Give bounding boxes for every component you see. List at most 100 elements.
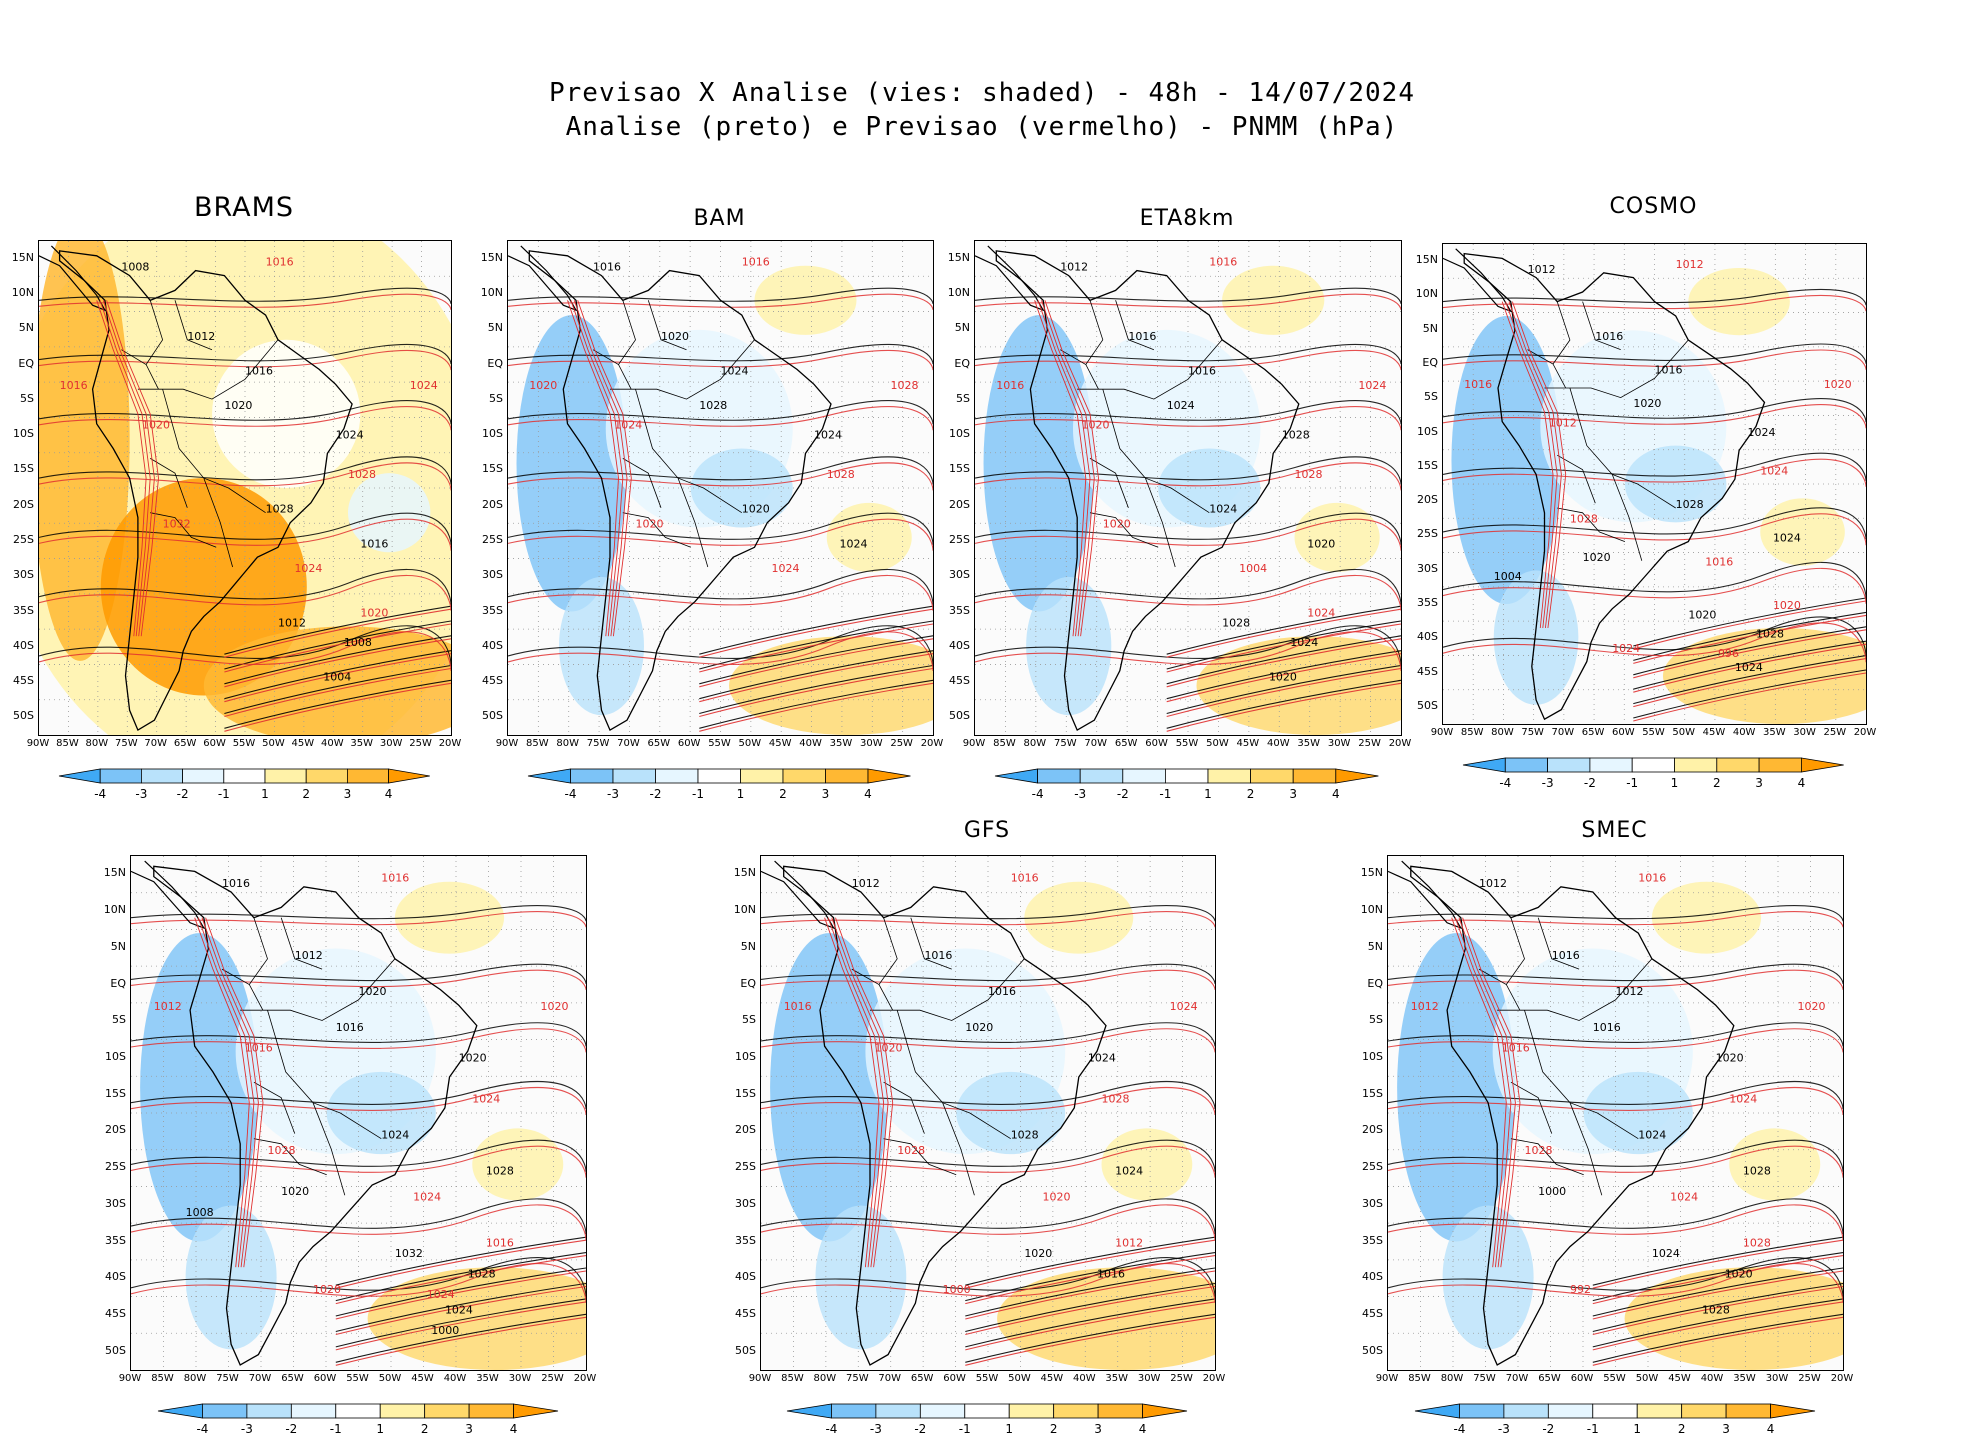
lat-tick-label: 5N [1422,321,1438,335]
forecast-contour-label: 1028 [1743,1237,1771,1250]
colorbar-swatch [1053,1403,1099,1419]
analysis-isobar [1388,1257,1843,1297]
analysis-isobar [335,1252,586,1302]
country-border [1557,454,1596,504]
colorbar-tick-label: 2 [779,787,787,801]
forecast-contour-label: 1012 [154,1000,182,1013]
lon-tick-label: 45W [768,738,792,749]
colorbar-swatch [1008,1403,1055,1419]
lon-tick-label: 50W [1206,738,1229,749]
analysis-isobar [1443,507,1866,540]
analysis-contour-label: 1016 [1128,330,1156,343]
lat-tick-label: 25S [13,532,34,546]
analysis-isobar [508,512,933,545]
lon-tick-label: 85W [151,1373,174,1384]
bias-shading-1 [815,1205,907,1350]
colorbar-swatch [58,768,101,784]
lat-tick-label: 20S [1362,1123,1383,1137]
andes-forecast-contour [1034,300,1087,637]
main-title-line-1: Previsao X Analise (vies: shaded) - 48h … [549,78,1415,108]
forecast-isobar [131,1263,586,1303]
lon-tick-label: 90W [962,738,986,749]
colorbar-swatch [782,768,827,784]
analysis-isobar [335,1298,586,1348]
map-panel-bam: 1016 1020 1024 1028 1024 1020 1024 1016 1020 1024… [507,240,934,736]
forecast-isobar [975,518,1401,551]
forecast-contour-label: 1016 [381,872,409,885]
forecast-isobar [39,631,451,672]
analysis-isobar [1592,1267,1843,1317]
forecast-isobar [224,653,451,703]
analysis-contour-label: 1016 [1593,1021,1621,1034]
analysis-isobar [1443,616,1866,657]
forecast-contour-label: 1016 [742,256,770,269]
colorbar-swatch [387,768,430,784]
colorbar-tick-label: -1 [959,1422,971,1436]
bias-shading-5 [754,265,857,335]
forecast-isobar [965,1301,1215,1351]
forecast-contour-label: 1028 [891,379,919,392]
lon-tick-label: 45W [1668,1373,1691,1384]
lon-tick-label: 45W [1236,738,1260,749]
colorbar-swatch [919,1403,966,1419]
lat-tick-label: 40S [735,1270,756,1284]
forecast-contour-label: 1028 [1525,1144,1553,1157]
bias-shading-1 [185,1205,277,1350]
forecast-isobar [1166,623,1401,673]
lon-tick-label: 30W [1765,1373,1789,1384]
colorbar-swatch [1250,768,1294,784]
analysis-contour-label: 1000 [431,1324,459,1337]
colorbar-swatch [379,1403,425,1419]
lat-tick-label: 25S [482,532,503,546]
lon-tick-label: 40W [443,1373,467,1384]
forecast-isobar [39,293,451,310]
forecast-contour-label: 1016 [1209,256,1237,269]
country-border [610,339,755,400]
lon-tick-label: 80W [85,738,109,749]
colorbar-tick-label: -4 [1453,1422,1465,1436]
lon-tick-label: 25W [541,1373,564,1384]
analysis-contour-label: 1016 [988,985,1016,998]
colorbar-swatch [964,1403,1010,1419]
lat-tick-label: 5S [489,391,503,405]
country-border [1552,301,1571,365]
analysis-isobar [1633,611,1866,661]
analysis-contour-label: 1008 [121,261,149,274]
lon-tick-label: 85W [993,738,1016,749]
lat-tick-label: 15N [1415,253,1438,267]
colorbar-swatch [1293,768,1337,784]
map-svg-eta8km: 1012 1016 1016 1024 1028 1024 1020 1028 1024 1020… [975,241,1401,735]
forecast-isobar [965,1270,1215,1320]
analysis-isobar [761,1198,1215,1235]
forecast-isobar [1388,1204,1843,1241]
analysis-contour-label: 1028 [1702,1303,1730,1316]
lon-tick-label: 20W [1388,738,1412,749]
colorbar-swatch [1414,1403,1460,1419]
andes-forecast-contour [1044,300,1099,637]
map-svg-cosmo: 1012 1016 1016 1020 1024 1028 1024 1020 1028 1024… [1443,244,1866,724]
bias-shading-4 [997,1267,1215,1370]
lon-tick-label: 35W [1297,738,1321,749]
analysis-isobar [39,625,451,666]
map-svg-gfs: 1012 1016 1016 1020 1024 1028 1024 1020 1016 1016… [761,856,1215,1370]
analysis-contour-label: 1020 [1583,551,1611,564]
forecast-isobar [1633,643,1866,693]
lat-tick-label: 15N [947,250,970,264]
country-border [1115,300,1155,351]
country-border [1505,917,1525,985]
analysis-contour-label: 1016 [336,1021,364,1034]
colorbar-swatch [1547,1403,1593,1419]
forecast-contour-label: 1016 [996,379,1024,392]
lat-tick-label: 35S [735,1233,756,1247]
forecast-isobar [1592,1239,1843,1289]
lon-tick-label: 35W [1105,1373,1129,1384]
analysis-isobar [965,1252,1215,1302]
lon-tick-label: 75W [216,1373,239,1384]
forecast-contour-label: 1012 [1549,416,1577,429]
map-panel-unnamed: 1016 1012 1020 1016 1020 1024 1028 1032 1028 1024… [130,855,587,1371]
main-title-line-2: Analise (preto) e Previsao (vermelho) - … [565,112,1399,142]
analysis-isobar [699,620,933,670]
lat-tick-label: 50S [482,709,503,723]
forecast-isobar [1633,658,1866,708]
analysis-contour-label: 1020 [359,985,387,998]
